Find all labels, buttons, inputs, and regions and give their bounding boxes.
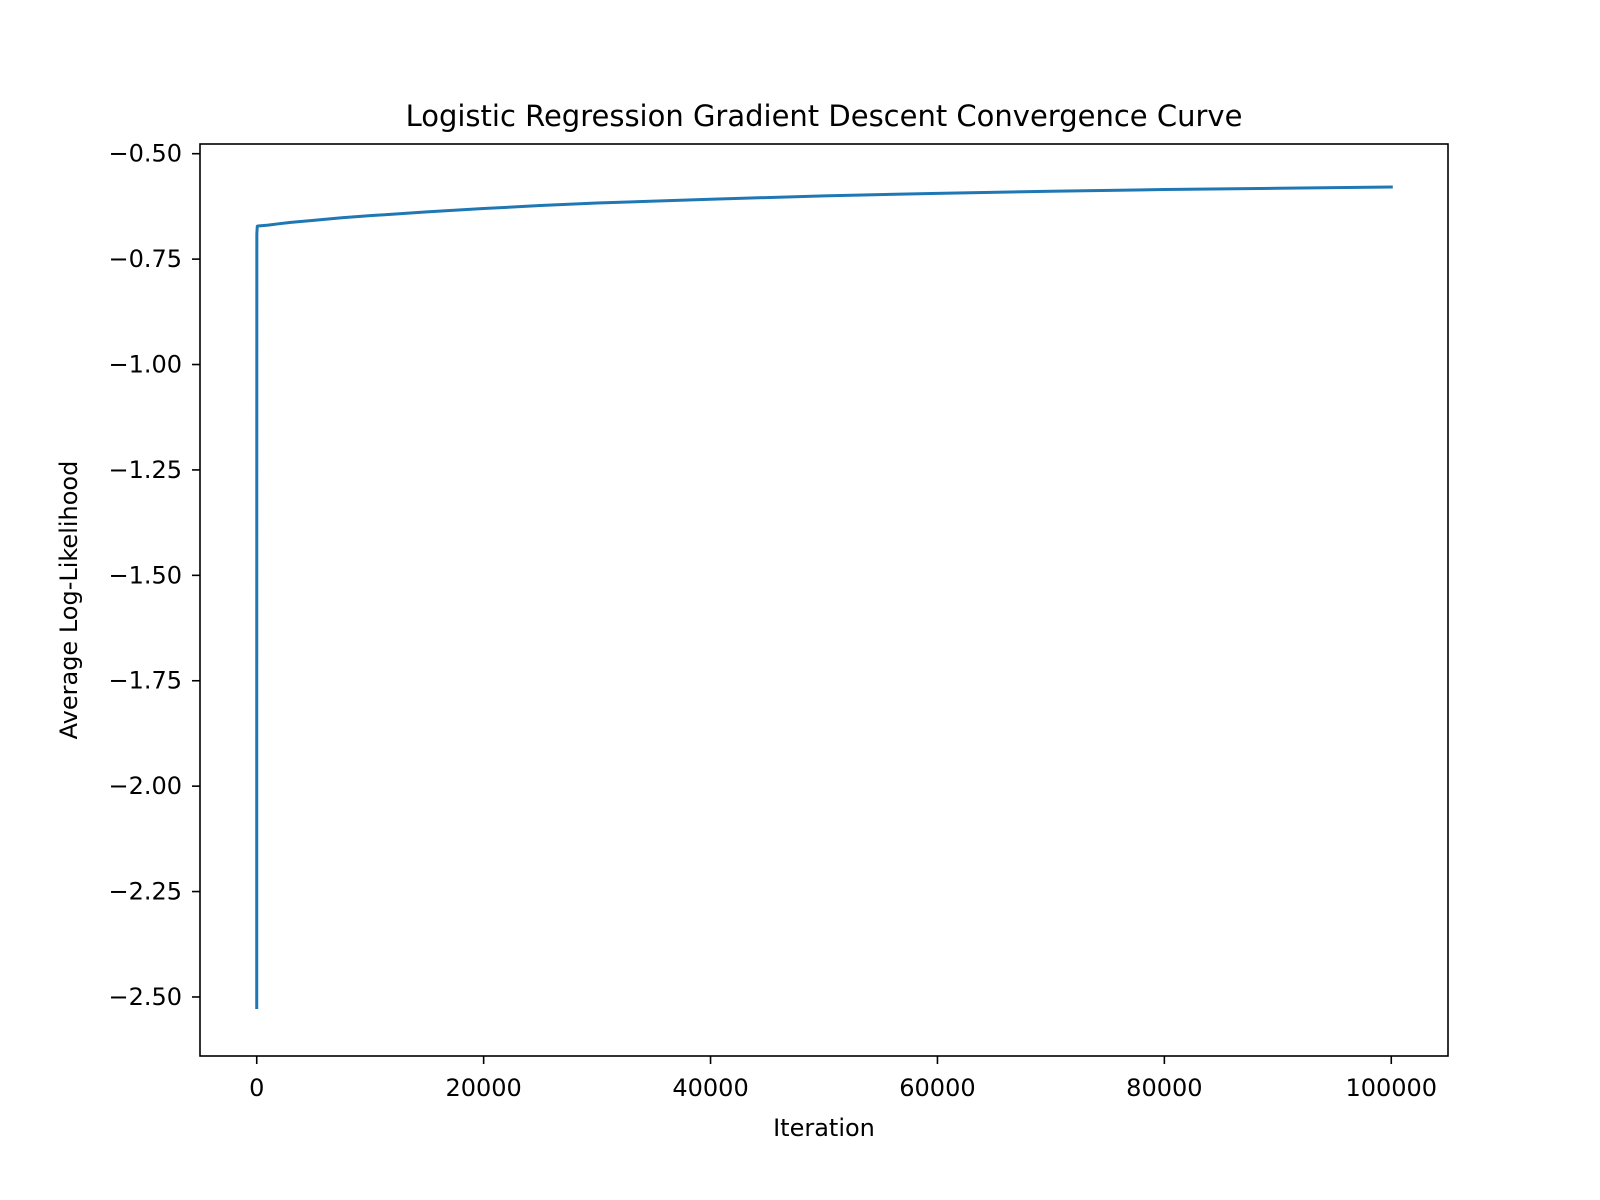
x-tick-label: 0 [249,1074,264,1102]
series-line [255,185,1393,1010]
y-tick-label: −2.00 [108,772,182,800]
y-axis-label: Average Log-Likelihood [55,461,83,740]
y-tick-label: −1.75 [108,667,182,695]
y-tick-label: −2.50 [108,983,182,1011]
y-tick-label: −1.00 [108,351,182,379]
x-tick-label: 40000 [672,1074,748,1102]
y-tick-label: −2.25 [108,878,182,906]
x-axis-ticks: 0 20000 40000 60000 80000 100000 [249,1056,1437,1102]
y-tick-label: −0.50 [108,140,182,168]
y-tick-label: −1.50 [108,561,182,589]
chart-title: Logistic Regression Gradient Descent Con… [406,99,1243,133]
x-axis-label: Iteration [773,1114,875,1142]
x-tick-label: 100000 [1345,1074,1437,1102]
y-axis-ticks: −0.50 −0.75 −1.00 −1.25 −1.50 −1.75 −2.00 −2.25… [108,140,200,1011]
series-group [255,185,1393,1010]
x-tick-label: 60000 [899,1074,975,1102]
y-tick-label: −1.25 [108,456,182,484]
plot-area-frame [199,143,1449,1057]
x-tick-label: 20000 [445,1074,521,1102]
y-tick-label: −0.75 [108,245,182,273]
x-tick-label: 80000 [1126,1074,1202,1102]
